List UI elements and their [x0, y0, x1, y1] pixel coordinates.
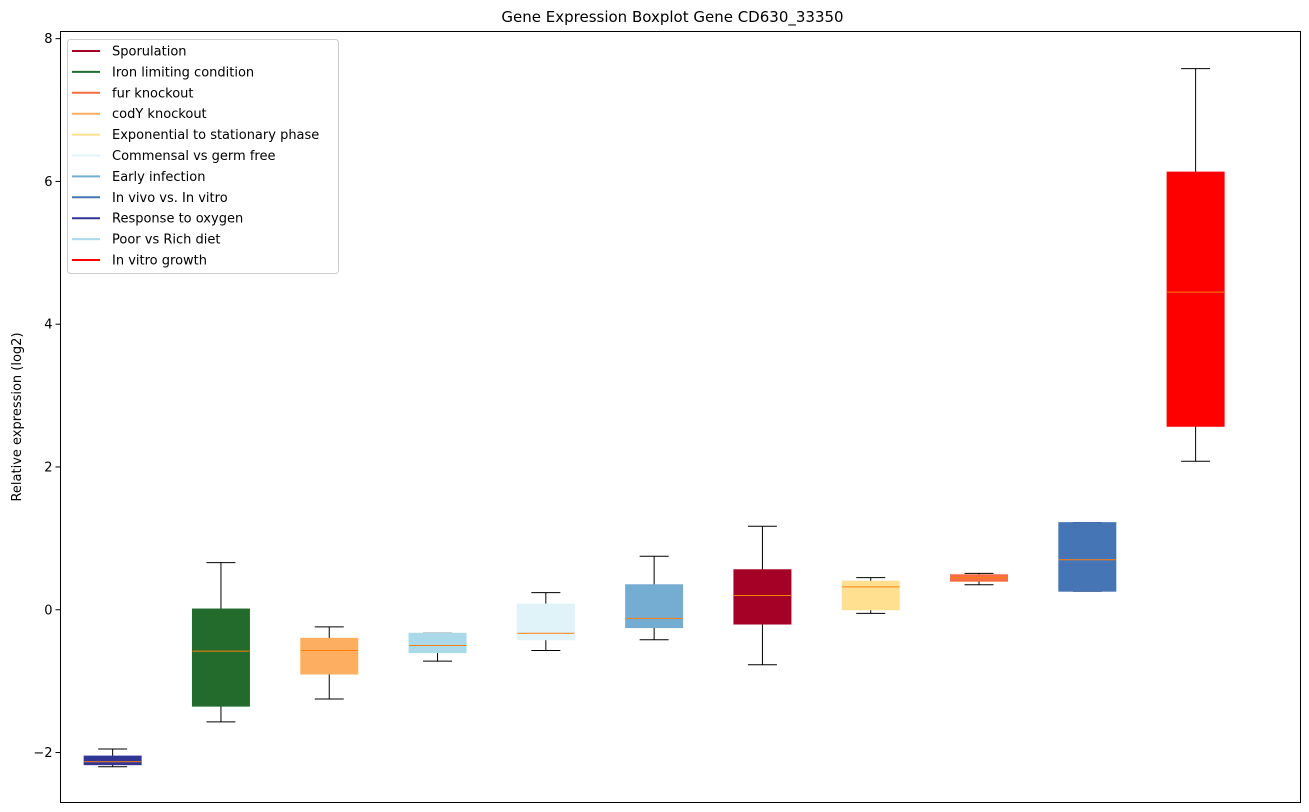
legend-label: Iron limiting condition [112, 65, 254, 80]
y-tick-label: −2 [33, 746, 52, 761]
legend-label: Exponential to stationary phase [112, 128, 319, 143]
box-body [408, 632, 467, 654]
box-body [1166, 171, 1225, 427]
legend-label: Early infection [112, 170, 205, 185]
chart-title: Gene Expression Boxplot Gene CD630_33350 [501, 8, 843, 27]
box-body [625, 584, 684, 629]
legend-label: Commensal vs germ free [112, 149, 275, 164]
box-8 [841, 577, 900, 614]
legend-label: fur knockout [112, 86, 194, 101]
y-axis-ticks: −2 0 2 4 6 8 [33, 32, 61, 761]
box-body [516, 603, 575, 641]
legend-label: codY knockout [112, 107, 207, 122]
legend-frame [67, 39, 339, 274]
legend-label: In vivo vs. In vitro [112, 191, 228, 206]
box-body [733, 569, 792, 625]
y-tick-label: 6 [44, 175, 52, 190]
legend-label: In vitro growth [112, 254, 207, 269]
plot-frame [60, 31, 1301, 803]
box-10 [1058, 522, 1117, 592]
y-tick-label: 8 [44, 32, 52, 47]
legend-label: Response to oxygen [112, 212, 243, 227]
box-body [83, 755, 142, 766]
boxes-group [83, 68, 1225, 768]
box-11 [1166, 68, 1225, 462]
box-2 [191, 562, 250, 723]
box-body [300, 637, 359, 675]
y-tick-label: 2 [44, 460, 52, 475]
legend-label: Poor vs Rich diet [112, 233, 220, 248]
box-body [841, 580, 900, 611]
y-axis-label: Relative expression (log2) [10, 332, 25, 501]
box-3 [300, 626, 359, 700]
y-tick-label: 4 [44, 318, 52, 333]
box-9 [950, 572, 1009, 586]
box-1 [83, 748, 142, 768]
box-6 [625, 555, 684, 641]
legend-label: Sporulation [112, 45, 187, 60]
box-body [1058, 522, 1117, 592]
box-5 [516, 592, 575, 651]
y-tick-label: 0 [44, 603, 52, 618]
box-body [191, 608, 250, 707]
box-4 [408, 632, 467, 662]
box-7 [733, 525, 792, 666]
legend: Sporulation Iron limiting condition fur kn… [67, 39, 339, 274]
